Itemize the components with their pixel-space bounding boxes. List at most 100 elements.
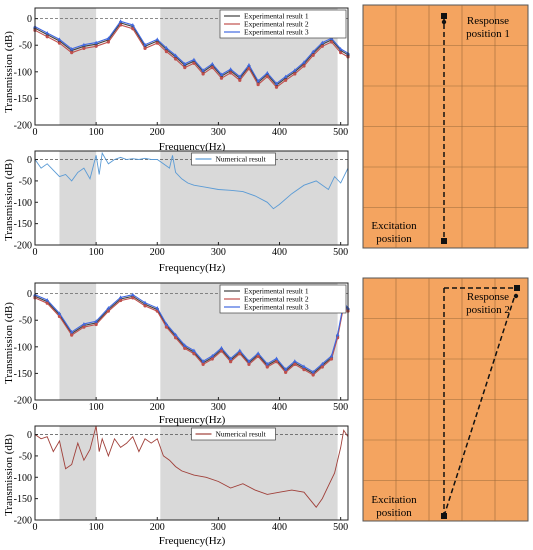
plate-2-path-diagonal <box>443 294 516 517</box>
exp1-series-1-line <box>34 24 349 88</box>
exp1-series-0-line <box>34 22 349 86</box>
exp2-series-2-point-22 <box>265 361 270 366</box>
num2-xtick-label-2: 200 <box>150 522 165 533</box>
exp1-series-2-point-4 <box>82 42 86 47</box>
exp1-legend-box <box>219 9 347 39</box>
exp2-series-1-point-23 <box>274 360 279 364</box>
exp1-series-1-point-6 <box>106 40 110 44</box>
exp1-series-2-point-17 <box>219 72 224 76</box>
exp1-series-0-point-1 <box>45 33 49 37</box>
chart-exp1: 0 100 200 300 400 500 0 -50 -100 -150 -200 Experime… <box>3 7 350 153</box>
exp1-ytick-label-3: -150 <box>14 94 32 105</box>
exp2-series-2-point-19 <box>237 348 242 353</box>
plate-1-excitation-label-2: position <box>376 233 412 245</box>
plate-2-excitation-label-1: Excitation <box>371 494 417 506</box>
exp2-series-2-point-7 <box>118 295 123 299</box>
exp1-series-1-point-14 <box>192 61 196 65</box>
exp1-series-2-point-2 <box>57 37 62 41</box>
exp2-series-1-point-3 <box>70 333 74 337</box>
exp2-series-1-point-12 <box>174 336 178 340</box>
exp2-series-1-point-2 <box>57 314 62 319</box>
exp1-series-2-point-3 <box>69 46 74 51</box>
exp1-series-0-point-5 <box>94 42 98 46</box>
num1-frame <box>34 150 349 246</box>
exp1-series-1-point-20 <box>247 67 251 71</box>
exp2-series-2-point-8 <box>131 292 135 297</box>
exp1-series-0-point-16 <box>210 63 214 67</box>
exp2-series-2-point-5 <box>94 319 98 323</box>
exp1-series-2-point-16 <box>210 61 215 66</box>
exp2-series-2-point-15 <box>201 359 205 363</box>
exp1-series-0-point-30 <box>339 49 343 53</box>
exp2-series-2-point-25 <box>293 359 297 363</box>
exp2-shaded-band-0 <box>59 283 97 400</box>
exp1-legend-label-0: Experimental result 1 <box>244 12 309 21</box>
plate-2-excitation-label-2: position <box>376 507 412 519</box>
exp1-series-2-point-9 <box>143 42 147 47</box>
exp1-series-1-point-5 <box>94 44 98 48</box>
exp2-frame <box>34 282 349 401</box>
exp1-ytick-label-2: -100 <box>14 67 32 78</box>
num2-xtick-label-1: 100 <box>89 522 104 533</box>
exp1-series-2-point-5 <box>94 40 98 45</box>
exp1-series-2-point-25 <box>293 68 297 72</box>
num1-xtick-label-2: 200 <box>150 247 165 258</box>
exp1-xtick-label-0: 0 <box>33 127 38 138</box>
exp2-legend-label-0: Experimental result 1 <box>244 287 309 296</box>
exp1-series-1-point-12 <box>174 57 178 61</box>
chart-num2: 0 100 200 300 400 500 0 -50 -100 -150 -200 Numerica… <box>3 425 349 547</box>
exp1-series-1-point-22 <box>265 75 269 79</box>
plate-1-grid <box>363 5 528 248</box>
exp1-series-1-point-4 <box>82 46 86 51</box>
exp2-series-2-point-12 <box>173 332 178 337</box>
exp2-series-1-point-27 <box>311 373 315 377</box>
plate-1-response-label-2: position 1 <box>466 28 510 40</box>
exp1-series-1-point-2 <box>57 41 62 45</box>
exp1-shaded-band-0 <box>59 8 97 125</box>
exp2-xlabel: Frequency(Hz) <box>159 414 226 426</box>
exp1-series-0-point-25 <box>293 70 297 74</box>
exp1-legend-label-1: Experimental result 2 <box>244 20 309 29</box>
num1-xtick-label-0: 0 <box>33 247 38 258</box>
exp2-ytick-label-0: 0 <box>27 289 32 300</box>
exp2-xtick-label-5: 500 <box>333 402 348 413</box>
exp1-series-0-point-7 <box>119 21 123 25</box>
exp1-series-0-point-15 <box>201 70 205 74</box>
exp1-series-0-point-28 <box>320 42 324 46</box>
exp1-series-2-point-8 <box>131 23 135 27</box>
exp1-frame <box>34 7 349 126</box>
exp2-xtick-label-0: 0 <box>33 402 38 413</box>
exp1-series-1-point-29 <box>329 40 334 44</box>
exp2-series-1-point-29 <box>329 357 334 361</box>
num1-xtick-label-4: 400 <box>272 247 287 258</box>
exp1-series-0-point-22 <box>265 72 269 76</box>
exp2-series-2-point-16 <box>210 353 215 358</box>
exp1-series-2-point-7 <box>118 19 123 23</box>
exp2-series-1-point-18 <box>229 360 233 364</box>
exp1-series-2-point-24 <box>283 74 288 79</box>
exp1-series-1-point-27 <box>311 53 315 57</box>
exp1-ytick-label-4: -200 <box>14 121 32 132</box>
exp2-series-1-point-25 <box>293 362 297 366</box>
plate-2-response-marker <box>514 285 520 291</box>
exp2-series-1-point-11 <box>164 325 169 329</box>
exp2-ytick-label-1: -50 <box>19 316 32 327</box>
exp2-series-1-point-15 <box>201 362 205 366</box>
exp1-series-0-point-18 <box>229 69 233 73</box>
exp2-series-2-point-20 <box>247 359 251 363</box>
exp2-series-1-point-20 <box>247 362 251 366</box>
exp1-series-1-point-17 <box>219 76 224 80</box>
exp1-series-2-point-26 <box>302 60 306 64</box>
num1-ytick-label-1: -50 <box>19 176 32 187</box>
plate-2-response-label-2: position 2 <box>466 304 510 316</box>
exp1-series-2-point-12 <box>173 53 178 57</box>
exp1-series-2-point-18 <box>228 67 233 71</box>
exp1-series-2-point-22 <box>265 70 270 75</box>
exp1-series-1-point-8 <box>131 27 135 31</box>
num1-xtick-label-3: 300 <box>211 247 226 258</box>
exp2-xtick-label-4: 400 <box>272 402 287 413</box>
exp2-series-1-point-5 <box>94 322 98 327</box>
exp1-xtick-label-5: 500 <box>333 127 348 138</box>
exp1-series-1-point-21 <box>256 82 260 87</box>
